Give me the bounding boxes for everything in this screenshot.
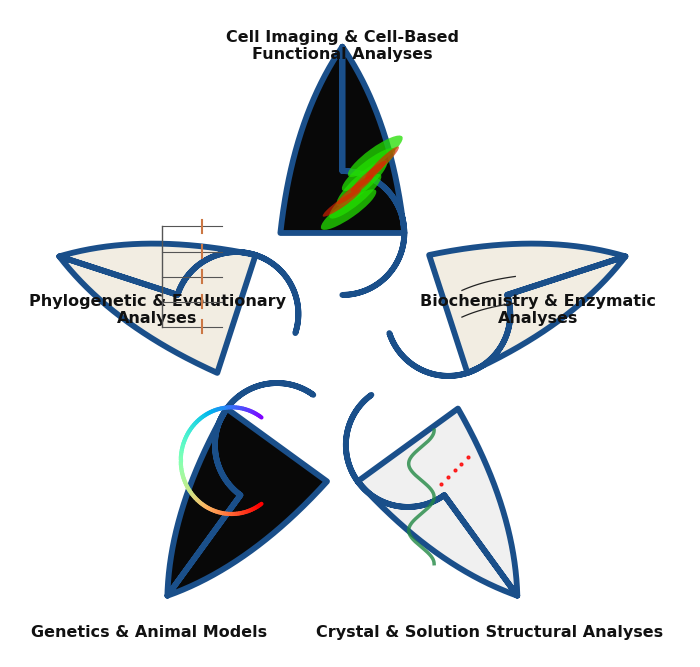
- Polygon shape: [167, 383, 327, 596]
- Ellipse shape: [351, 161, 386, 192]
- Ellipse shape: [323, 189, 361, 217]
- Ellipse shape: [342, 148, 395, 191]
- Polygon shape: [389, 243, 625, 376]
- Text: Genetics & Animal Models: Genetics & Animal Models: [31, 626, 267, 640]
- Ellipse shape: [348, 135, 402, 177]
- Polygon shape: [346, 395, 517, 596]
- Text: Biochemistry & Enzymatic
Analyses: Biochemistry & Enzymatic Analyses: [420, 294, 656, 326]
- Ellipse shape: [329, 174, 382, 219]
- Polygon shape: [60, 243, 298, 373]
- Text: Phylogenetic & Evolutionary
Analyses: Phylogenetic & Evolutionary Analyses: [29, 294, 286, 326]
- Text: Cell Imaging & Cell-Based
Functional Analyses: Cell Imaging & Cell-Based Functional Ana…: [226, 30, 458, 63]
- Polygon shape: [281, 47, 405, 295]
- Text: Crystal & Solution Structural Analyses: Crystal & Solution Structural Analyses: [316, 626, 663, 640]
- Ellipse shape: [321, 189, 377, 230]
- Ellipse shape: [365, 147, 399, 179]
- Ellipse shape: [337, 175, 374, 204]
- Ellipse shape: [337, 160, 387, 206]
